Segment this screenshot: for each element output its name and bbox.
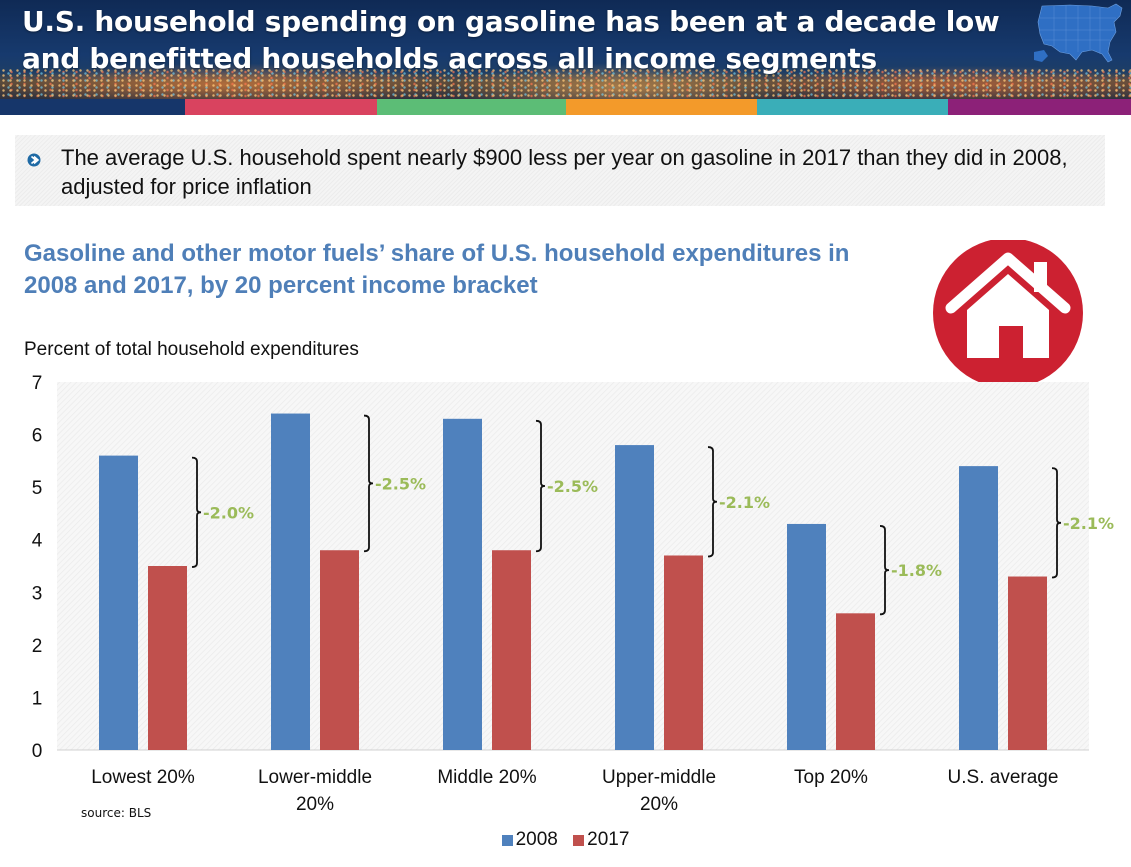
y-axis-label: Percent of total household expenditures [24, 339, 359, 360]
bar-2017 [664, 555, 703, 750]
y-tick-label: 6 [32, 426, 43, 447]
band-segment-3 [377, 99, 566, 115]
x-category-label: Top 20% [794, 767, 868, 788]
y-tick-label: 7 [32, 373, 43, 394]
difference-bracket [707, 446, 718, 558]
bar-2008 [615, 445, 654, 750]
legend-item-2017: 2017 [573, 829, 629, 851]
band-segment-2 [185, 99, 377, 115]
page-title: U.S. household spending on gasoline has … [22, 3, 1022, 77]
difference-bracket [535, 419, 546, 553]
bar-2017 [836, 613, 875, 750]
legend-label-2008: 2008 [515, 829, 558, 850]
bar-2017 [1008, 576, 1047, 750]
x-category-label: 20% [296, 794, 334, 815]
y-tick-label: 1 [32, 688, 43, 709]
bar-2008 [271, 413, 310, 750]
legend-label-2017: 2017 [587, 829, 630, 850]
house-icon [933, 240, 1083, 390]
x-category-label: U.S. average [948, 767, 1059, 788]
city-lights-background [0, 68, 1131, 100]
chart-legend: 2008 2017 [0, 829, 1131, 852]
difference-label: -2.5% [375, 474, 426, 493]
x-category-label: Upper-middle [602, 767, 716, 788]
difference-bracket [1051, 467, 1062, 579]
chevron-right-bullet-icon [27, 153, 41, 167]
legend-swatch-2017 [573, 834, 585, 846]
x-category-label: Middle 20% [437, 767, 536, 788]
difference-label: -2.1% [719, 493, 770, 512]
key-finding-text: The average U.S. household spent nearly … [61, 145, 1068, 199]
difference-label: -2.5% [547, 477, 598, 496]
x-category-label: Lower-middle [258, 767, 372, 788]
band-segment-6 [948, 99, 1131, 115]
color-band [0, 99, 1131, 115]
difference-label: -2.0% [203, 503, 254, 522]
header-banner: U.S. household spending on gasoline has … [0, 0, 1131, 100]
difference-bracket [879, 525, 890, 616]
band-segment-4 [566, 99, 757, 115]
x-category-label: 20% [640, 794, 678, 815]
bar-2017 [492, 550, 531, 750]
key-finding-box: The average U.S. household spent nearly … [15, 135, 1105, 206]
difference-bracket [191, 456, 202, 568]
x-category-label: Lowest 20% [91, 767, 195, 788]
page-title-line-1: U.S. household spending on gasoline has … [22, 5, 1000, 38]
difference-label: -1.8% [891, 561, 942, 580]
us-map-icon [1034, 3, 1123, 63]
legend-swatch-2008 [501, 834, 513, 846]
difference-bracket [363, 414, 374, 553]
bar-2017 [148, 566, 187, 750]
page-title-line-2: and benefitted households across all inc… [22, 42, 877, 75]
y-tick-label: 4 [32, 531, 43, 552]
y-tick-label: 0 [32, 741, 43, 762]
band-segment-5 [757, 99, 948, 115]
bar-2008 [959, 466, 998, 750]
bar-2017 [320, 550, 359, 750]
bar-2008 [787, 523, 826, 750]
plot-area [57, 382, 1089, 750]
legend-item-2008: 2008 [501, 829, 558, 851]
bar-2008 [99, 455, 138, 750]
difference-label: -2.1% [1063, 514, 1114, 533]
band-segment-1 [0, 99, 185, 115]
y-tick-label: 5 [32, 478, 43, 499]
source-note: source: BLS [81, 806, 152, 820]
y-tick-label: 3 [32, 583, 43, 604]
chart-title: Gasoline and other motor fuels’ share of… [24, 240, 850, 299]
y-tick-label: 2 [32, 636, 43, 657]
bar-2008 [443, 418, 482, 750]
